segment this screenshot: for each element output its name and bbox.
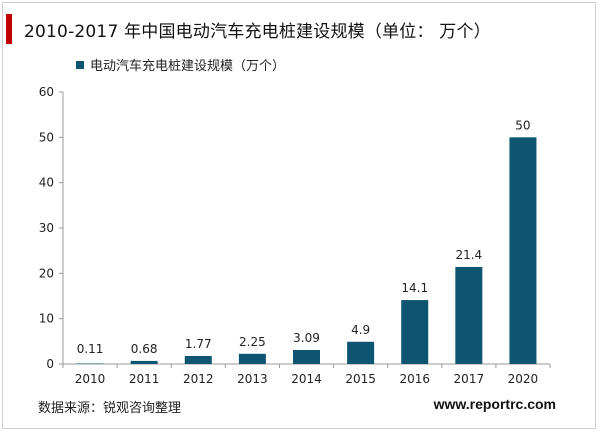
legend-label: 电动汽车充电桩建设规模（万个） bbox=[90, 59, 286, 74]
data-label-2020: 50 bbox=[515, 118, 530, 132]
bar-2012 bbox=[184, 355, 212, 364]
chart-title: 2010-2017 年中国电动汽车充电桩建设规模（单位： 万个） bbox=[24, 22, 491, 42]
data-label-2013: 2.25 bbox=[239, 335, 266, 349]
bars bbox=[76, 137, 537, 365]
y-tick-label: 0 bbox=[46, 357, 54, 371]
legend-swatch bbox=[76, 60, 84, 69]
bar-2013 bbox=[238, 353, 266, 364]
y-tick-label: 60 bbox=[39, 85, 54, 99]
x-tick-label-2011: 2011 bbox=[129, 372, 160, 386]
data-label-2016: 14.1 bbox=[401, 281, 428, 295]
y-tick-label: 10 bbox=[39, 312, 54, 326]
bar-2015 bbox=[347, 341, 375, 364]
x-tick-label-2014: 2014 bbox=[291, 372, 322, 386]
data-labels: 0.11 0.68 1.77 2.25 3.09 4.9 14.1 21.4 50 bbox=[77, 118, 531, 356]
bar-2020 bbox=[509, 137, 537, 364]
x-tick-label-2016: 2016 bbox=[399, 372, 430, 386]
data-label-2017: 21.4 bbox=[455, 248, 482, 262]
y-tick-label: 20 bbox=[39, 266, 54, 280]
data-label-2015: 4.9 bbox=[351, 323, 370, 337]
x-tick-label-2012: 2012 bbox=[183, 372, 214, 386]
y-tick-label: 40 bbox=[39, 176, 54, 190]
data-source: 数据来源：锐观咨询整理 bbox=[38, 401, 182, 416]
bar-2011 bbox=[130, 360, 158, 364]
y-tick-label: 50 bbox=[39, 130, 54, 144]
bar-2014 bbox=[293, 349, 320, 364]
data-label-2011: 0.68 bbox=[131, 342, 158, 356]
bar-2010 bbox=[76, 363, 104, 365]
x-tick-label-2010: 2010 bbox=[75, 372, 106, 386]
data-label-2010: 0.11 bbox=[77, 342, 104, 356]
x-tick-label-2015: 2015 bbox=[345, 372, 376, 386]
y-tick-label: 30 bbox=[39, 221, 54, 235]
title-accent-bar bbox=[6, 14, 12, 44]
x-tick-label-2013: 2013 bbox=[237, 372, 268, 386]
bar-2017 bbox=[455, 266, 483, 364]
data-label-2012: 1.77 bbox=[185, 337, 212, 351]
x-tick-label-2020: 2020 bbox=[508, 372, 539, 386]
x-tick-label-2017: 2017 bbox=[454, 372, 485, 386]
data-label-2014: 3.09 bbox=[293, 331, 320, 345]
website-url: www.reportrc.com bbox=[433, 396, 556, 412]
legend: 电动汽车充电桩建设规模（万个） bbox=[76, 55, 285, 74]
bar-2016 bbox=[401, 300, 429, 364]
